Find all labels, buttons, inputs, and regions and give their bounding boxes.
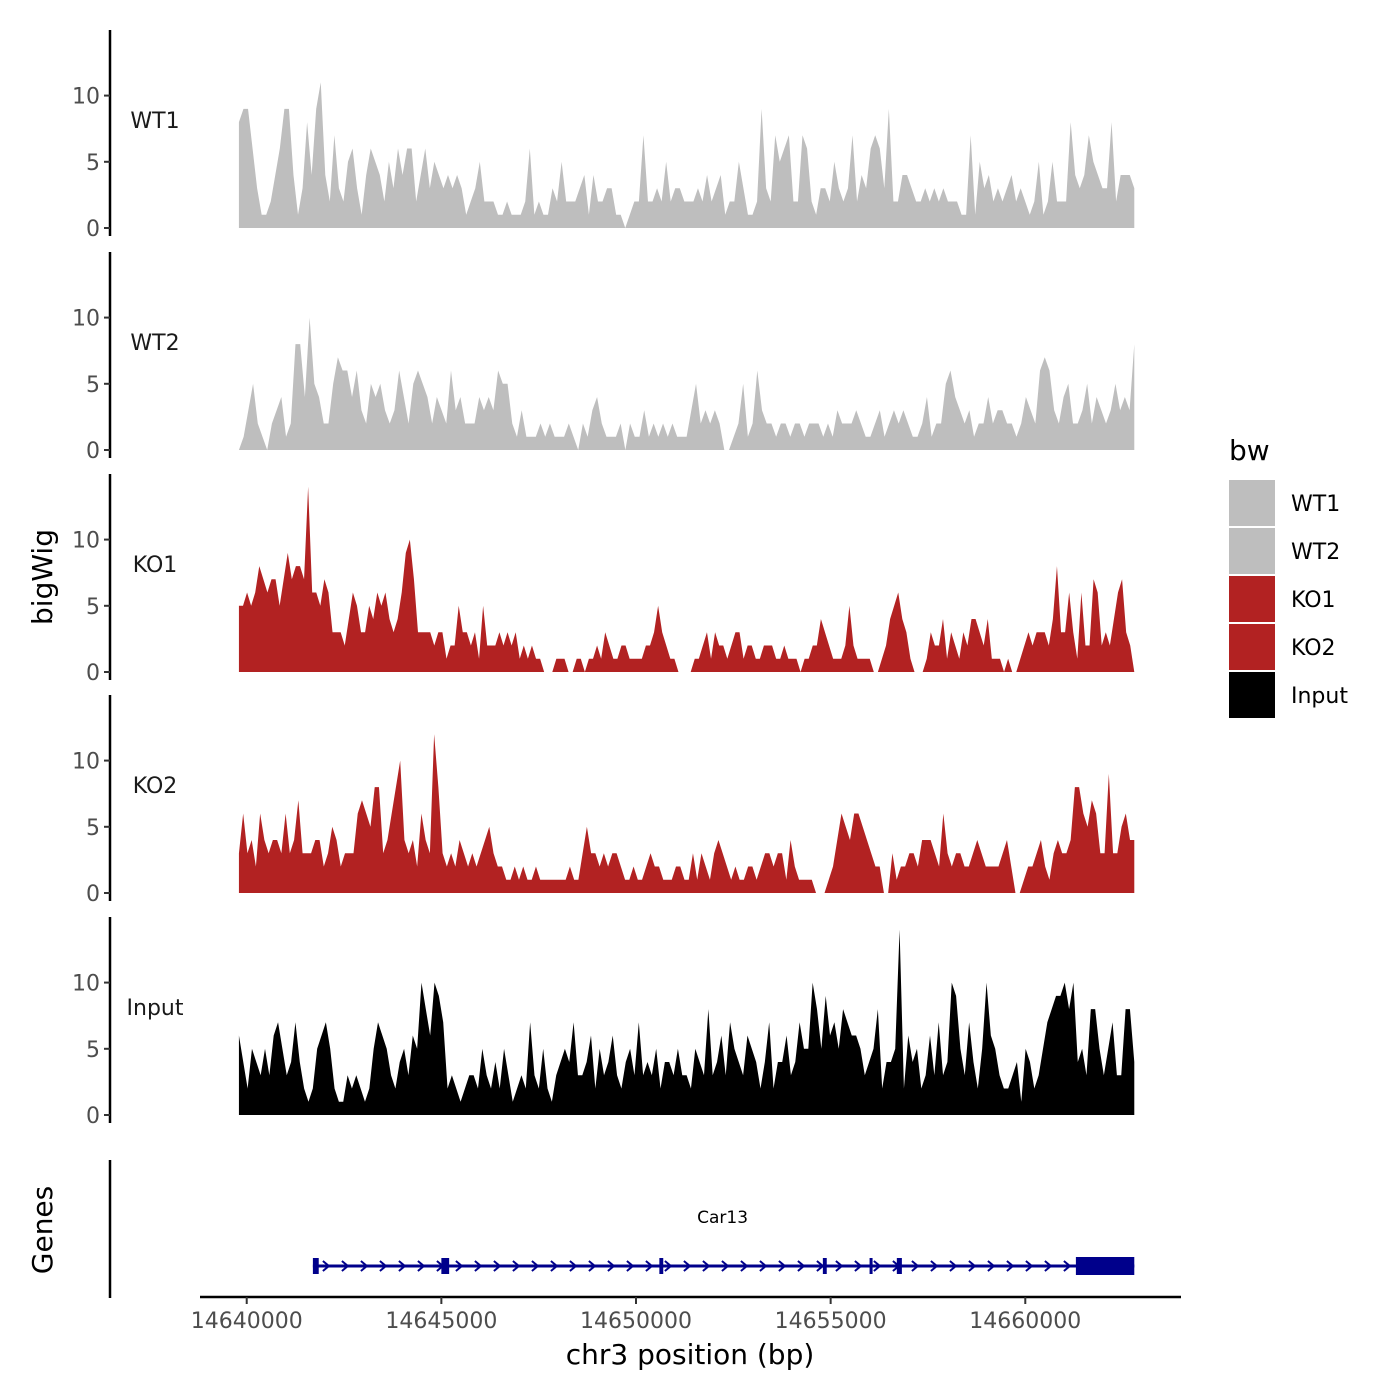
x-tick-label: 14640000: [191, 1309, 303, 1334]
track-label: WT1: [130, 109, 179, 134]
strand-arrow-icon: [778, 1260, 787, 1272]
track-wt1: 0 5 10 WT1: [72, 30, 1135, 242]
strand-arrow-icon: [398, 1260, 407, 1272]
legend-swatch-input: [1229, 672, 1275, 718]
strand-arrow-icon: [987, 1260, 996, 1272]
y-tick-label: 10: [72, 85, 100, 110]
strand-arrow-icon: [341, 1260, 350, 1272]
legend-label-input: Input: [1291, 684, 1348, 709]
strand-arrow-icon: [645, 1260, 654, 1272]
coverage-area-ko2: [238, 734, 1135, 893]
strand-arrow-icon: [854, 1260, 863, 1272]
legend-label-ko1: KO1: [1291, 588, 1336, 613]
coverage-area-wt1: [238, 82, 1135, 228]
track-ko1: 0 5 10 KO1: [72, 474, 1135, 686]
gene-exon: [869, 1258, 873, 1274]
legend-swatch-ko2: [1229, 624, 1275, 670]
y-tick-label: 10: [72, 972, 100, 997]
coverage-tracks: 0 5 10 WT1 0 5 10 WT2 0 5 10 KO1 0 5 10 KO2 0 5 10 Input: [72, 30, 1135, 1129]
y-tick-label: 0: [86, 661, 100, 686]
legend-label-ko2: KO2: [1291, 636, 1336, 661]
strand-arrow-icon: [1025, 1260, 1034, 1272]
y-tick-label: 10: [72, 750, 100, 775]
strand-arrow-icon: [873, 1260, 882, 1272]
strand-arrow-icon: [531, 1260, 540, 1272]
strand-arrow-icon: [569, 1260, 578, 1272]
gene-exon: [312, 1258, 319, 1274]
legend-swatch-ko1: [1229, 576, 1275, 622]
track-ko2: 0 5 10 KO2: [72, 695, 1135, 907]
x-tick-label: 14645000: [385, 1309, 497, 1334]
track-wt2: 0 5 10 WT2: [72, 252, 1135, 464]
x-axis: 14640000 14645000 14650000 14655000 14660000: [191, 1295, 1181, 1334]
strand-arrow-icon: [759, 1260, 768, 1272]
strand-arrow-icon: [664, 1260, 673, 1272]
legend-title: bw: [1229, 434, 1270, 467]
gene-exon: [1075, 1257, 1135, 1275]
y-tick-label: 5: [86, 595, 100, 620]
legend-swatch-wt2: [1229, 528, 1275, 574]
strand-arrow-icon: [607, 1260, 616, 1272]
y-tick-label: 0: [86, 217, 100, 242]
legend-swatch-wt1: [1229, 480, 1275, 526]
y-tick-label: 10: [72, 529, 100, 554]
strand-arrow-icon: [588, 1260, 597, 1272]
y-tick-label: 10: [72, 307, 100, 332]
strand-arrow-icon: [702, 1260, 711, 1272]
gene-exon: [659, 1258, 664, 1274]
strand-arrow-icon: [474, 1260, 483, 1272]
track-label: KO2: [133, 774, 178, 799]
strand-arrow-icon: [512, 1260, 521, 1272]
strand-arrow-icon: [1063, 1260, 1072, 1272]
track-input: 0 5 10 Input: [72, 917, 1135, 1129]
strand-arrow-icon: [721, 1260, 730, 1272]
strand-arrow-icon: [911, 1260, 920, 1272]
gene-name-label: Car13: [697, 1208, 748, 1228]
x-tick-label: 14655000: [775, 1309, 887, 1334]
gene-exon: [441, 1258, 450, 1274]
legend-label-wt2: WT2: [1291, 540, 1340, 565]
track-label: KO1: [133, 553, 178, 578]
gene-panel-title: Genes: [26, 1186, 59, 1274]
strand-arrow-icon: [417, 1260, 426, 1272]
y-tick-label: 5: [86, 373, 100, 398]
gene-exon: [822, 1258, 827, 1274]
strand-arrow-icon: [835, 1260, 844, 1272]
strand-arrow-icon: [930, 1260, 939, 1272]
strand-arrow-icon: [455, 1260, 464, 1272]
y-tick-label: 0: [86, 1104, 100, 1129]
y-tick-label: 0: [86, 439, 100, 464]
legend: bw WT1 WT2 KO1 KO2 Input: [1229, 434, 1348, 718]
strand-arrow-icon: [1006, 1260, 1015, 1272]
strand-arrow-icon: [493, 1260, 502, 1272]
coverage-area-ko1: [238, 486, 1135, 672]
track-label: WT2: [130, 331, 179, 356]
gene-panel: Car13: [108, 1160, 1135, 1298]
strand-arrow-icon: [379, 1260, 388, 1272]
strand-arrow-icon: [968, 1260, 977, 1272]
strand-arrow-icon: [360, 1260, 369, 1272]
strand-arrow-icon: [683, 1260, 692, 1272]
coverage-area-wt2: [238, 317, 1135, 450]
strand-arrow-icon: [740, 1260, 749, 1272]
y-axis-title: bigWig: [26, 529, 59, 625]
strand-arrow-icon: [1044, 1260, 1053, 1272]
coverage-area-input: [238, 929, 1135, 1115]
gene-exon: [896, 1258, 902, 1274]
y-tick-label: 5: [86, 151, 100, 176]
strand-arrow-icon: [626, 1260, 635, 1272]
strand-arrow-icon: [797, 1260, 806, 1272]
y-tick-label: 5: [86, 816, 100, 841]
strand-arrow-icon: [322, 1260, 331, 1272]
x-axis-title: chr3 position (bp): [566, 1338, 815, 1371]
y-tick-label: 0: [86, 882, 100, 907]
track-label: Input: [127, 996, 184, 1021]
legend-label-wt1: WT1: [1291, 492, 1340, 517]
y-tick-label: 5: [86, 1038, 100, 1063]
x-tick-label: 14650000: [580, 1309, 692, 1334]
strand-arrow-icon: [949, 1260, 958, 1272]
strand-arrow-icon: [550, 1260, 559, 1272]
x-tick-label: 14660000: [969, 1309, 1081, 1334]
